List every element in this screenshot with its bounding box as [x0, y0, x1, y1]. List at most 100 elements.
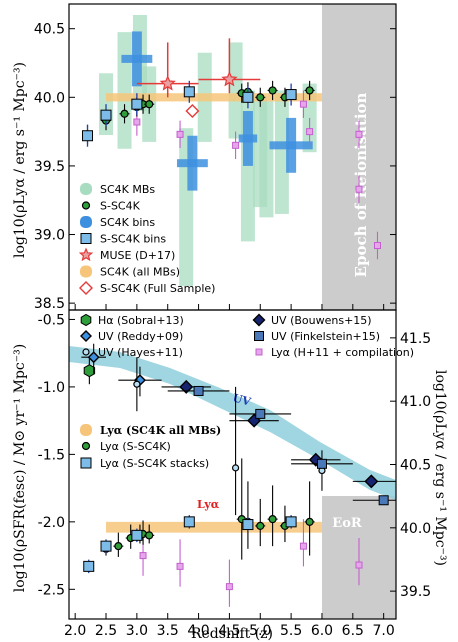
bottom-y-ticks: -2.5 -2.0 -1.5 -1.0 -0.5: [38, 312, 75, 598]
bottom-legend: Hα (Sobral+13) UV (Reddy+09) UV (Hayes+11)…: [80, 313, 414, 470]
legend-sc4k-mbs-swatch: [80, 183, 92, 195]
bottom-eor-label: EoR: [332, 516, 362, 531]
bottom-legend-entry: Lyα (S-SC4K stacks): [80, 457, 209, 470]
lya-s-sc4k-point: [114, 542, 123, 551]
top-legend-entry: S-SC4K bins: [80, 233, 166, 246]
s-sc4k-bin-point: [131, 98, 143, 110]
sc4k-mb-band: [228, 42, 243, 139]
top-legend-entry: SC4K MBs: [80, 183, 155, 196]
legend-lya-stacks-swatch: [80, 457, 92, 469]
legend-lya-all-swatch: [80, 424, 92, 436]
legend-s-sc4k-bins-swatch: [80, 233, 92, 244]
lya-compilation-point: [355, 185, 363, 193]
lya-stacks-point: [131, 529, 143, 541]
bottom-plot-marks: [81, 343, 396, 607]
top-eor-label: Epoch of Reionisation: [352, 92, 370, 277]
bottom-x-tick-label: 5.5: [280, 623, 302, 639]
sc4k-bin-vbar: [286, 117, 297, 173]
lya-stacks-point: [100, 540, 112, 552]
legend-ha-sobral-swatch: [80, 313, 92, 327]
lya-compilation-point: [355, 561, 363, 569]
lya-stacks-point: [183, 516, 195, 528]
uv-hayes-point: [231, 464, 240, 472]
uv-band: [69, 346, 396, 500]
legend-uv-bouwens-swatch: [252, 313, 266, 327]
top-y-ticks: 38.5 39.0 39.5 40.0 40.5: [34, 22, 396, 312]
sc4k-bin-vbar: [131, 31, 142, 87]
lya-compilation-point: [373, 242, 381, 250]
bottom-x-tick-label: 4.0: [187, 623, 209, 639]
s-sc4k-full-sample-point: [185, 104, 200, 119]
bottom-x-tick-label: 6.0: [311, 623, 333, 639]
bottom-y-tick-label: -1.0: [38, 380, 65, 396]
top-legend-entry: SC4K (all MBs): [80, 265, 180, 279]
lya-s-sc4k-point: [145, 531, 154, 540]
bottom-x-tick-label: 2.0: [64, 623, 86, 639]
sc4k-bin-vbar: [187, 135, 198, 191]
bottom-legend-label: Lyα (SC4K all MBs): [100, 424, 221, 437]
lya-compilation-point: [133, 118, 141, 126]
top-legend-entry: S-SC4K (Full Sample): [79, 281, 215, 295]
bottom-legend-label: Hα (Sobral+13): [98, 314, 184, 327]
top-legend-entry: S-SC4K: [81, 200, 141, 213]
s-sc4k-point: [305, 86, 314, 95]
muse-point: [159, 75, 176, 91]
top-legend-label: SC4K bins: [100, 216, 155, 229]
bottom-y-axis-label: log10(ρSFR(fesc) / M⊙ yr⁻¹ Mpc⁻³): [12, 344, 28, 592]
bottom-right-y-tick-label: 40.0: [400, 521, 431, 537]
uv-bouwens-point: [364, 474, 379, 489]
ha-sobral-point: [83, 364, 96, 378]
lya-compilation-point: [176, 130, 184, 138]
bottom-x-tick-label: 2.5: [95, 623, 117, 639]
top-y-tick-label: 38.5: [34, 296, 65, 312]
bottom-panel: EoR UV Lyα -2.5 -2.0 -1.5 -1.0 -0.5 39.5 40.0…: [12, 309, 448, 642]
sc4k-mb-band: [274, 90, 289, 214]
bottom-x-tick-label: 6.5: [342, 623, 364, 639]
bottom-legend-label: UV (Bouwens+15): [271, 314, 372, 327]
top-y-tick-label: 39.5: [34, 159, 65, 175]
bottom-right-y-tick-label: 40.5: [400, 458, 431, 474]
uv-hayes-point: [133, 380, 141, 388]
uv-reddy-point: [87, 351, 100, 364]
bottom-legend-entry: Hα (Sobral+13): [80, 313, 184, 327]
legend-muse-swatch: [78, 247, 94, 262]
bottom-legend-label: UV (Hayes+11): [98, 346, 183, 359]
s-sc4k-point: [256, 93, 265, 102]
top-y-tick-label: 39.0: [34, 228, 65, 244]
uv-finkelstein-point: [255, 408, 266, 419]
x-axis-label: Redshift (z): [191, 626, 273, 642]
bottom-legend-entry: UV (Reddy+09): [80, 330, 183, 343]
uv-finkelstein-point: [193, 385, 204, 396]
s-sc4k-bin-point: [285, 89, 297, 101]
top-legend-label: S-SC4K: [100, 200, 141, 213]
lya-band-label: Lyα: [197, 498, 220, 511]
sc4k-all-mbs-band: [106, 93, 322, 102]
top-y-tick-label: 40.0: [34, 90, 65, 106]
top-plot-marks: [82, 14, 381, 286]
uv-band-label: UV: [231, 391, 252, 408]
legend-uv-finkelstein-swatch: [254, 331, 264, 341]
lya-compilation-point: [355, 130, 363, 138]
sc4k-bin-vbar: [242, 111, 253, 166]
s-sc4k-point: [145, 100, 154, 109]
lya-sc4k-all-band: [106, 521, 322, 533]
s-sc4k-bin-point: [82, 130, 94, 142]
bottom-legend-label: Lyα (S-SC4K stacks): [100, 457, 209, 470]
lya-stacks-point: [83, 560, 95, 572]
lya-s-sc4k-point: [305, 517, 314, 526]
bottom-legend-entry: UV (Hayes+11): [82, 346, 183, 359]
legend-lya-s-sc4k-swatch: [81, 441, 91, 451]
top-y-axis-label: log10(ρLyα / erg s⁻¹ Mpc⁻³): [12, 62, 28, 258]
lya-compilation-point: [299, 100, 307, 108]
bottom-right-y-tick-label: 41.0: [400, 394, 431, 410]
top-legend-label: SC4K MBs: [100, 183, 155, 196]
bottom-right-y-axis-label: log10(ρLyα / erg s⁻¹ Mpc⁻³): [432, 370, 448, 566]
bottom-legend-entry: Lyα (S-SC4K): [81, 440, 171, 453]
bottom-y-tick-label: -1.5: [38, 447, 65, 463]
top-legend: SC4K MBs S-SC4K SC4K bins S-SC4K bins MUSE (…: [78, 183, 215, 295]
bottom-legend-label: Lyα (H+11 + compilation): [271, 346, 414, 359]
legend-sc4k-all-swatch: [80, 265, 92, 278]
lya-compilation-point: [306, 128, 314, 136]
uv-finkelstein-point: [316, 458, 327, 469]
